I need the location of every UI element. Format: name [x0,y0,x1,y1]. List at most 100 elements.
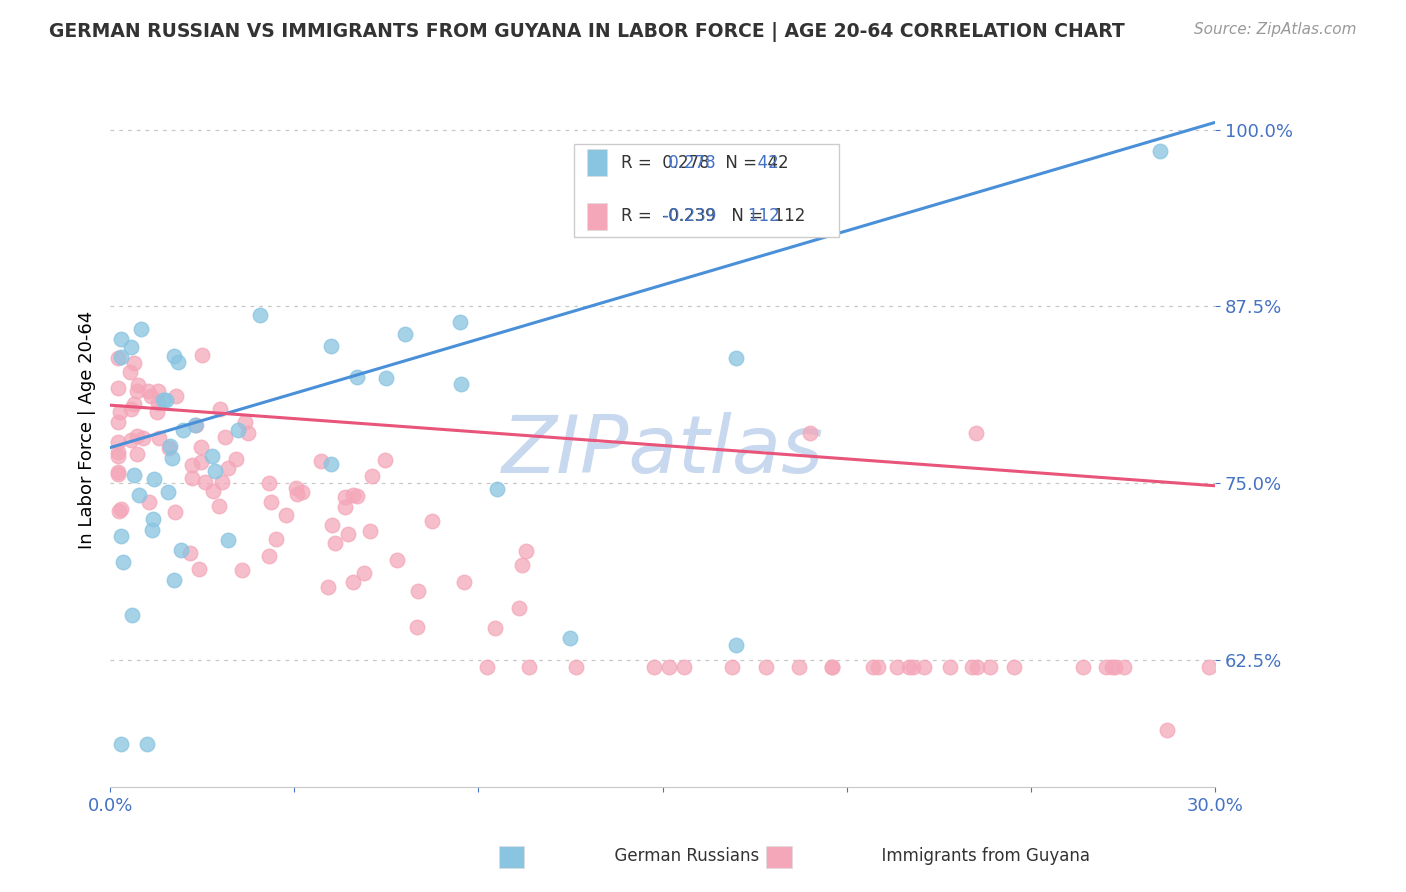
Text: R =  0.278   N =  42: R = 0.278 N = 42 [620,154,789,172]
Point [966,659,988,673]
Point [120,401,142,416]
Bar [588,149,607,177]
Point [912,659,935,673]
Y-axis label: In Labor Force | Age 20-64: In Labor Force | Age 20-64 [79,310,96,549]
Point [1112,659,1135,673]
Point [346,489,368,503]
Point [394,326,416,341]
Point [316,580,339,594]
Point [1156,723,1178,738]
Point [136,384,159,399]
Point [226,423,249,437]
Point [323,536,346,550]
Point [155,393,177,408]
FancyBboxPatch shape [574,145,839,237]
Point [204,464,226,478]
Point [898,659,921,673]
Point [208,499,231,513]
Point [184,417,207,432]
Point [517,659,540,673]
Point [274,508,297,522]
Point [787,659,810,673]
Point [159,441,181,455]
Point [163,573,186,587]
Point [673,659,696,673]
Point [346,369,368,384]
Point [512,558,534,573]
Point [159,438,181,452]
Point [1071,659,1094,673]
Point [194,475,217,490]
Point [170,542,193,557]
Point [181,458,204,472]
Point [225,451,247,466]
Point [112,555,135,569]
Point [165,389,187,403]
Point [475,659,498,673]
Point [979,659,1001,673]
Point [319,339,342,353]
Point [342,574,364,589]
Point [360,468,382,483]
Point [131,322,153,336]
Point [107,415,129,429]
Point [122,397,145,411]
Point [201,484,224,499]
Point [107,504,129,518]
Point [183,418,205,433]
Point [725,351,748,365]
Text: German Russians: German Russians [520,847,759,865]
Point [187,562,209,576]
Point [643,659,665,673]
Point [181,471,204,485]
Point [309,454,332,468]
Point [146,405,169,419]
Point [167,355,190,369]
Point [201,449,224,463]
Point [146,384,169,398]
Point [375,370,398,384]
Point [110,529,132,543]
Point [1104,659,1126,673]
Point [136,738,159,752]
Point [353,566,375,580]
Point [108,405,131,419]
Point [257,476,280,491]
Point [214,429,236,443]
Text: Source: ZipAtlas.com: Source: ZipAtlas.com [1194,22,1357,37]
Point [125,384,148,399]
Point [107,434,129,449]
Point [211,475,233,490]
Point [231,563,253,577]
Text: Immigrants from Guyana: Immigrants from Guyana [787,847,1091,865]
Point [208,401,231,416]
Point [162,451,184,466]
Point [142,512,165,526]
Point [560,632,582,646]
Point [1094,659,1116,673]
Text: -0.239      112: -0.239 112 [620,208,779,226]
Point [721,659,744,673]
Point [862,659,884,673]
Point [190,454,212,468]
Point [165,505,187,519]
Point [141,523,163,537]
Point [264,533,287,547]
Point [799,426,821,441]
Point [120,434,142,448]
Point [191,348,214,362]
Point [163,349,186,363]
Point [868,659,890,673]
Point [172,423,194,437]
Point [107,465,129,479]
Point [128,488,150,502]
Point [249,308,271,322]
Point [1198,659,1220,673]
Point [127,378,149,392]
Point [450,377,472,392]
Point [179,546,201,560]
Point [107,381,129,395]
Point [965,426,987,441]
Point [143,472,166,486]
Point [336,527,359,541]
